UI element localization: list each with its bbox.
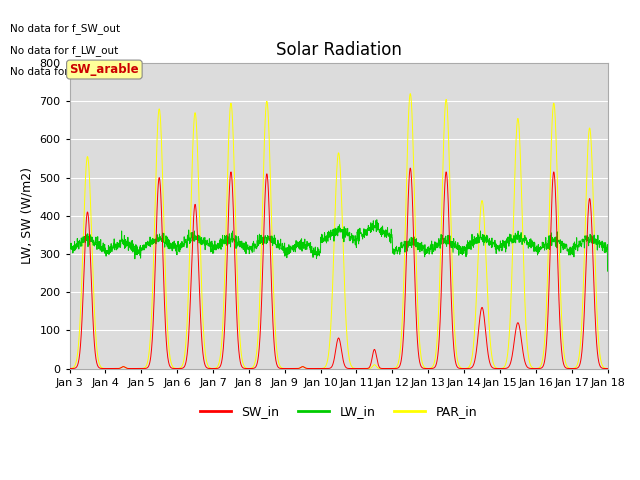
Text: No data for f_SW_out: No data for f_SW_out [10,24,120,34]
Y-axis label: LW, SW (W/m2): LW, SW (W/m2) [21,168,34,264]
Text: No data for f_PAR_out: No data for f_PAR_out [10,66,124,77]
Text: No data for f_LW_out: No data for f_LW_out [10,45,118,56]
Title: Solar Radiation: Solar Radiation [276,41,401,59]
Text: SW_arable: SW_arable [70,63,139,76]
Legend: SW_in, LW_in, PAR_in: SW_in, LW_in, PAR_in [195,400,482,423]
